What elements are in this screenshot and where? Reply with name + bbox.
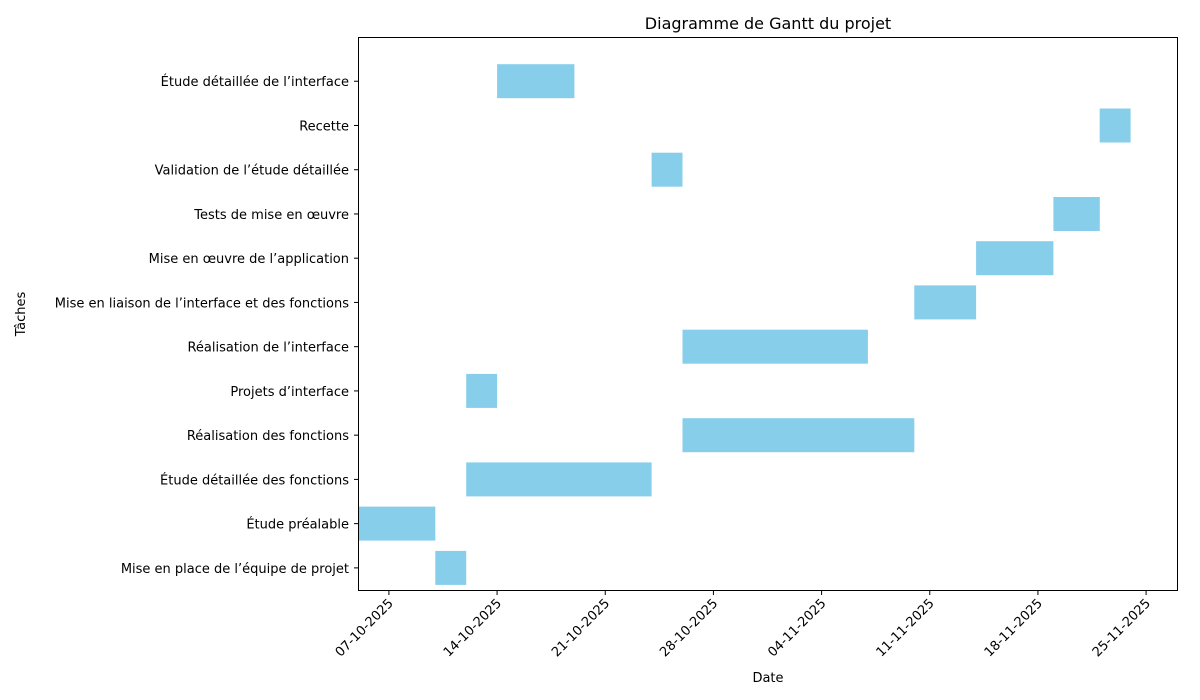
y-tick-label: Recette — [299, 119, 349, 134]
x-axis: 07-10-2025 14-10-2025 21-10-2025 28-10-2025… — [333, 590, 1154, 660]
y-tick-label: Étude détaillée de l’interface — [161, 74, 349, 90]
y-tick-label: Tests de mise en œuvre — [193, 208, 349, 223]
y-tick-label: Étude détaillée des fonctions — [160, 472, 349, 488]
x-tick-label: 07-10-2025 — [333, 596, 397, 660]
task-bar — [914, 285, 977, 320]
y-axis: Étude détaillée de l’interface Recette Val… — [55, 74, 358, 577]
task-bar — [651, 152, 683, 187]
y-tick-label: Validation de l’étude détaillée — [155, 164, 349, 179]
task-bar — [466, 373, 498, 408]
y-tick-label: Étude préalable — [246, 517, 349, 533]
task-bar — [682, 329, 868, 364]
x-tick-label: 28-10-2025 — [657, 596, 721, 660]
task-bar — [682, 418, 915, 453]
task-bar — [1099, 108, 1131, 143]
task-bar — [497, 64, 575, 99]
x-tick-label: 04-11-2025 — [765, 596, 829, 660]
y-tick-label: Réalisation de l’interface — [187, 341, 349, 356]
y-tick-label: Mise en place de l’équipe de projet — [121, 562, 349, 577]
bars-layer — [358, 64, 1131, 585]
chart-title: Diagramme de Gantt du projet — [645, 14, 891, 33]
x-tick-label: 21-10-2025 — [549, 596, 613, 660]
y-axis-label: Tâches — [14, 292, 29, 338]
task-bar — [976, 241, 1054, 276]
y-tick-label: Réalisation des fonctions — [187, 429, 349, 444]
task-bar — [466, 462, 652, 497]
x-tick-label: 25-11-2025 — [1090, 596, 1154, 660]
task-bar — [358, 506, 436, 541]
task-bar — [435, 550, 467, 585]
y-tick-label: Projets d’interface — [230, 385, 349, 400]
task-bar — [1053, 197, 1100, 231]
y-tick-label: Mise en liaison de l’interface et des fo… — [55, 296, 349, 311]
x-tick-label: 11-11-2025 — [874, 596, 938, 660]
x-tick-label: 14-10-2025 — [441, 596, 505, 660]
y-tick-label: Mise en œuvre de l’application — [149, 252, 349, 267]
x-tick-label: 18-11-2025 — [982, 596, 1046, 660]
x-axis-label: Date — [752, 671, 783, 686]
plot-frame — [358, 37, 1178, 591]
